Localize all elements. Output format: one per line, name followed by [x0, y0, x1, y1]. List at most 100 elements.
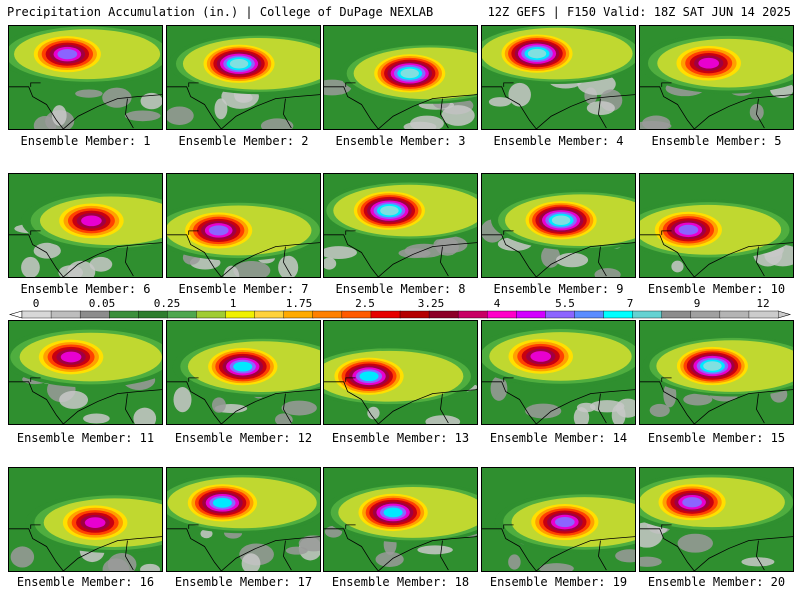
- precip-field-map: [324, 174, 477, 277]
- dry-region: [102, 558, 130, 571]
- coastline-border: [9, 377, 162, 424]
- member-caption: Ensemble Member: 1: [20, 134, 151, 148]
- colorbar-tick-label: 5.5: [555, 297, 575, 310]
- dry-region: [233, 261, 271, 277]
- colorbar-tick-label: 3.25: [418, 297, 445, 310]
- coastline-border: [9, 230, 162, 277]
- dry-region: [324, 257, 337, 270]
- colorbar-swatch: [603, 310, 634, 319]
- precip-contour: [554, 516, 575, 528]
- coastline-border: [167, 524, 320, 571]
- member-map-panel: [166, 320, 321, 425]
- precip-contour: [400, 68, 419, 79]
- member-caption: Ensemble Member: 4: [493, 134, 624, 148]
- precip-field-map: [324, 321, 477, 424]
- dry-region: [367, 406, 380, 420]
- dry-region: [640, 121, 672, 129]
- colorbar-swatch: [341, 310, 372, 319]
- precip-field-map: [9, 468, 162, 571]
- dry-region: [640, 556, 662, 567]
- dry-region: [133, 407, 157, 424]
- precip-contour: [359, 371, 379, 382]
- precip-field-map: [640, 26, 793, 129]
- precip-field-map: [482, 26, 635, 129]
- precip-field-map: [167, 468, 320, 571]
- dry-region: [298, 535, 320, 552]
- dry-region: [586, 101, 615, 116]
- dry-region: [594, 268, 621, 277]
- member-caption: Ensemble Member: 19: [489, 575, 628, 589]
- precip-contour: [703, 361, 722, 371]
- colorbar-swatch: [690, 310, 721, 319]
- colorbar-swatch: [545, 310, 576, 319]
- precip-field-map: [167, 321, 320, 424]
- colorbar-swatch: [632, 310, 663, 319]
- run-valid-time: 12Z GEFS | F150 Valid: 18Z SAT JUN 14 20…: [487, 5, 791, 19]
- dry-region: [200, 529, 213, 539]
- dry-region: [677, 533, 713, 553]
- member-map-panel: [166, 173, 321, 278]
- member-caption: Ensemble Member: 13: [331, 431, 470, 445]
- dry-region: [102, 87, 132, 108]
- colorbar-swatch: [21, 310, 52, 319]
- dry-region: [683, 393, 713, 406]
- dry-region: [214, 98, 228, 120]
- precip-field-map: [9, 174, 162, 277]
- colorbar-tick-label: 0.05: [89, 297, 116, 310]
- member-map-panel: [8, 467, 163, 572]
- coastline-border: [324, 524, 477, 571]
- member-caption: Ensemble Member: 9: [493, 282, 624, 296]
- member-map-panel: [323, 467, 478, 572]
- dry-region: [285, 546, 308, 555]
- dry-region: [211, 397, 226, 413]
- member-map-panel: [639, 173, 794, 278]
- colorbar-swatch: [719, 310, 750, 319]
- member-caption: Ensemble Member: 18: [331, 575, 470, 589]
- dry-region: [375, 551, 404, 567]
- member-map-panel: [639, 320, 794, 425]
- dry-region: [278, 255, 299, 277]
- precip-field-map: [482, 468, 635, 571]
- precip-contour: [57, 49, 78, 60]
- precip-field-map: [9, 321, 162, 424]
- colorbar-tick-label: 7: [627, 297, 634, 310]
- dry-region: [741, 557, 775, 567]
- member-map-panel: [323, 25, 478, 130]
- colorbar-swatch: [196, 310, 227, 319]
- member-map-panel: [639, 467, 794, 572]
- member-caption: Ensemble Member: 3: [335, 134, 466, 148]
- dry-region: [167, 106, 194, 125]
- member-caption: Ensemble Member: 15: [647, 431, 786, 445]
- dry-region: [89, 256, 113, 272]
- member-caption: Ensemble Member: 2: [178, 134, 309, 148]
- precip-contour: [682, 497, 702, 508]
- colorbar-tick-label: 9: [694, 297, 701, 310]
- member-caption: Ensemble Member: 17: [174, 575, 313, 589]
- member-map-panel: [8, 25, 163, 130]
- precip-contour: [698, 57, 720, 69]
- colorbar-tick-label: 4: [494, 297, 501, 310]
- dry-region: [67, 260, 96, 277]
- member-map-panel: [166, 25, 321, 130]
- member-map-panel: [481, 173, 636, 278]
- colorbar-swatch: [748, 310, 779, 319]
- dry-region: [508, 82, 531, 107]
- dry-region: [260, 118, 294, 129]
- colorbar-swatch: [225, 310, 256, 319]
- precip-contour: [233, 361, 253, 372]
- member-map-panel: [481, 320, 636, 425]
- dry-region: [223, 265, 240, 277]
- colorbar-swatch: [50, 310, 81, 319]
- dry-region: [140, 563, 161, 571]
- colorbar-tick-label: 12: [756, 297, 769, 310]
- member-map-panel: [323, 173, 478, 278]
- coastline-border: [640, 82, 793, 129]
- dry-region: [75, 89, 103, 98]
- coastline-border: [9, 524, 162, 571]
- dry-region: [615, 549, 635, 563]
- coastline-border: [9, 82, 162, 129]
- member-map-panel: [8, 320, 163, 425]
- member-map-panel: [323, 320, 478, 425]
- member-map-panel: [8, 173, 163, 278]
